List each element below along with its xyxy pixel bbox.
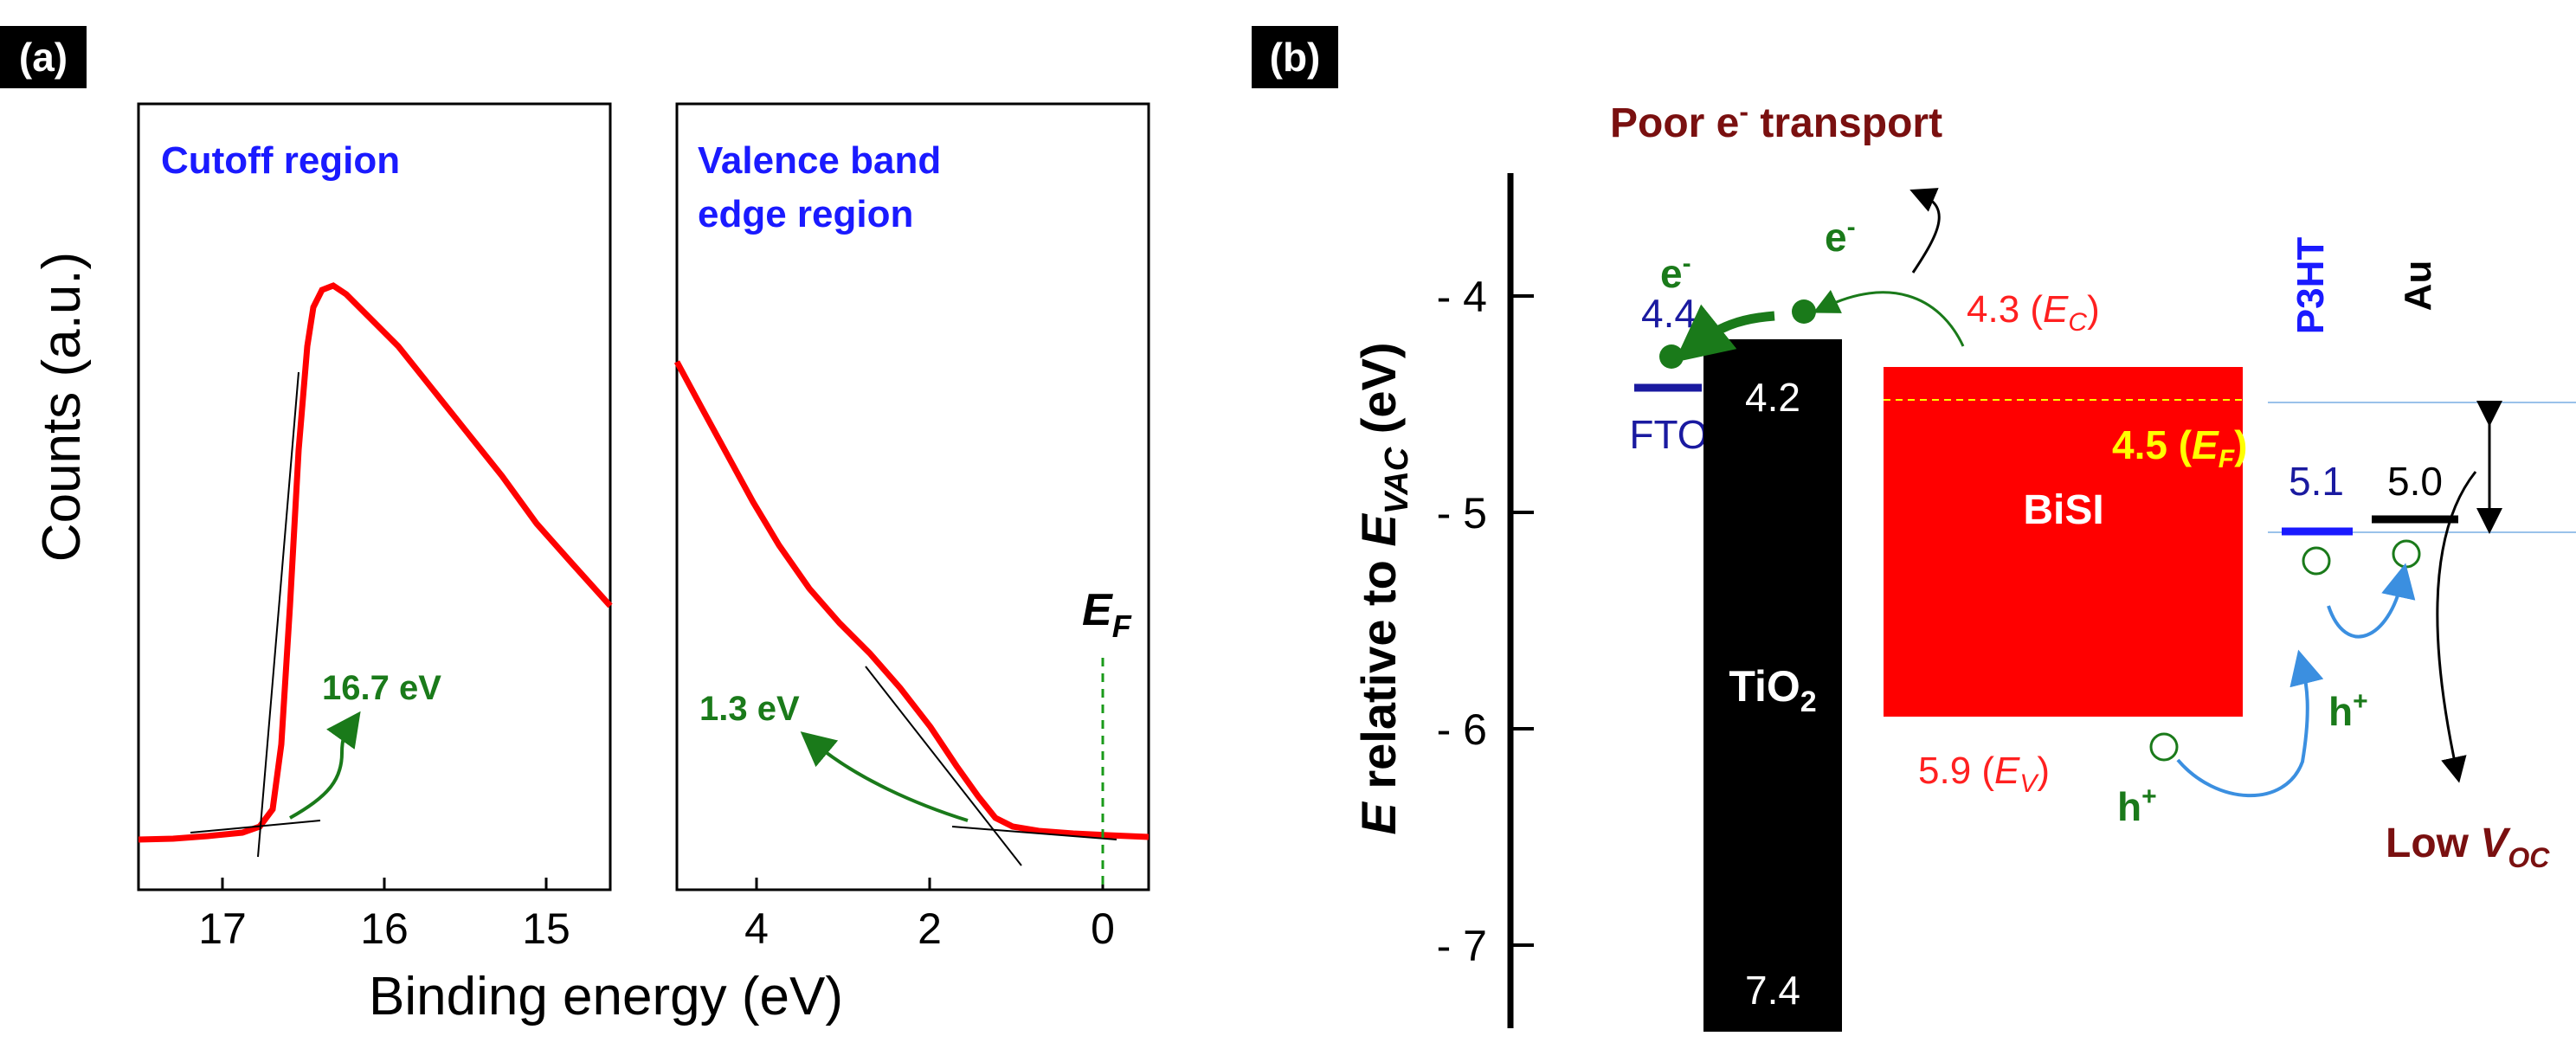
- electron-label-tio2: e-: [1825, 213, 1856, 260]
- tio2-top-value: 4.2: [1745, 375, 1800, 420]
- bisi-band: [1884, 367, 2243, 717]
- fermi-level-label: EF: [1082, 585, 1132, 644]
- fto-value: 4.4: [1641, 291, 1697, 336]
- ytick-label: - 7: [1437, 922, 1487, 970]
- cutoff-tangent-line: [257, 371, 299, 858]
- panel-b-label-box: [1252, 26, 1338, 88]
- ytick-label: - 5: [1437, 489, 1487, 537]
- valence-annotation: 1.3 eV: [699, 690, 800, 728]
- electron-tio2: [1792, 299, 1816, 324]
- valence-curve: [673, 360, 1150, 840]
- panel-a-label: (a): [19, 35, 68, 80]
- ytick-label: - 4: [1437, 273, 1487, 321]
- fto-label: FTO: [1629, 412, 1708, 457]
- hole-p3ht: [2302, 546, 2331, 576]
- hole-transfer-arrow-au: [2327, 563, 2416, 639]
- hole-label-p3ht: h+: [2328, 687, 2368, 734]
- hole-label-bisi: h+: [2117, 782, 2157, 829]
- cutoff-tick-label: 15: [522, 904, 570, 953]
- low-voc-arrow: [2436, 471, 2477, 783]
- panel-a-ylabel: Counts (a.u.): [32, 252, 92, 562]
- tio2-bottom-value: 7.4: [1745, 968, 1800, 1013]
- cutoff-annotation-arrow: [289, 711, 361, 820]
- bisi-ec-label: 4.3 (EC): [1967, 288, 2100, 337]
- p3ht-label: P3HT: [2289, 237, 2332, 335]
- valence-tick-label: 2: [918, 904, 942, 953]
- cutoff-annotation: 16.7 eV: [322, 669, 441, 707]
- ytick-label: - 6: [1437, 705, 1487, 754]
- valence-plot-title-line2: edge region: [698, 193, 913, 235]
- au-label: Au: [2397, 261, 2439, 312]
- p3ht-value: 5.1: [2289, 459, 2344, 504]
- hole-bisi: [2149, 732, 2179, 762]
- tio2-band: [1703, 339, 1842, 1032]
- panel-b-ylabel: E relative to EVAC (eV): [1351, 342, 1415, 834]
- panel-b-label: (b): [1270, 35, 1321, 80]
- valence-plot-title-line1: Valence band: [698, 139, 941, 182]
- electron-transfer-arrow-tio2: [1813, 289, 1965, 347]
- cutoff-curve: [138, 282, 613, 843]
- cutoff-baseline-line: [190, 820, 321, 833]
- panel-a-xlabel: Binding energy (eV): [369, 967, 843, 1026]
- valence-plot-frame: [675, 102, 1150, 891]
- bisi-label: BiSI: [2023, 487, 2103, 533]
- valence-baseline-line: [951, 826, 1117, 840]
- hole-au: [2392, 539, 2421, 569]
- hole-transfer-arrow-p3ht: [2176, 649, 2324, 798]
- low-voc-label: Low VOC: [2386, 821, 2550, 873]
- bisi-ef-label: 4.5 (EF): [2112, 422, 2247, 473]
- panel-a: (a) Counts (a.u.) Cutoff region 17 16 15…: [0, 26, 1150, 1026]
- electron-fto: [1659, 344, 1684, 369]
- cutoff-tick-label: 17: [198, 904, 247, 953]
- panel-a-label-box: [0, 26, 87, 88]
- electron-label-fto: e-: [1660, 249, 1691, 296]
- poor-transport-arrow: [1909, 188, 1941, 274]
- electron-transfer-arrow-fto: [1674, 304, 1775, 363]
- valence-annotation-arrow: [800, 731, 969, 822]
- valence-tangent-line: [865, 666, 1022, 866]
- cutoff-plot-title: Cutoff region: [161, 139, 400, 182]
- cutoff-tick-label: 16: [360, 904, 409, 953]
- valence-tick-label: 4: [744, 904, 769, 953]
- au-value: 5.0: [2387, 459, 2443, 504]
- valence-tick-label: 0: [1091, 904, 1115, 953]
- bisi-ev-label: 5.9 (EV): [1918, 750, 2050, 798]
- poor-transport-label: Poor e- transport: [1610, 96, 1942, 146]
- panel-b: (b) E relative to EVAC (eV) - 4 - 5 - 6 …: [1252, 26, 2576, 1032]
- tio2-label: TiO2: [1729, 662, 1816, 718]
- cutoff-plot-frame: [137, 102, 612, 891]
